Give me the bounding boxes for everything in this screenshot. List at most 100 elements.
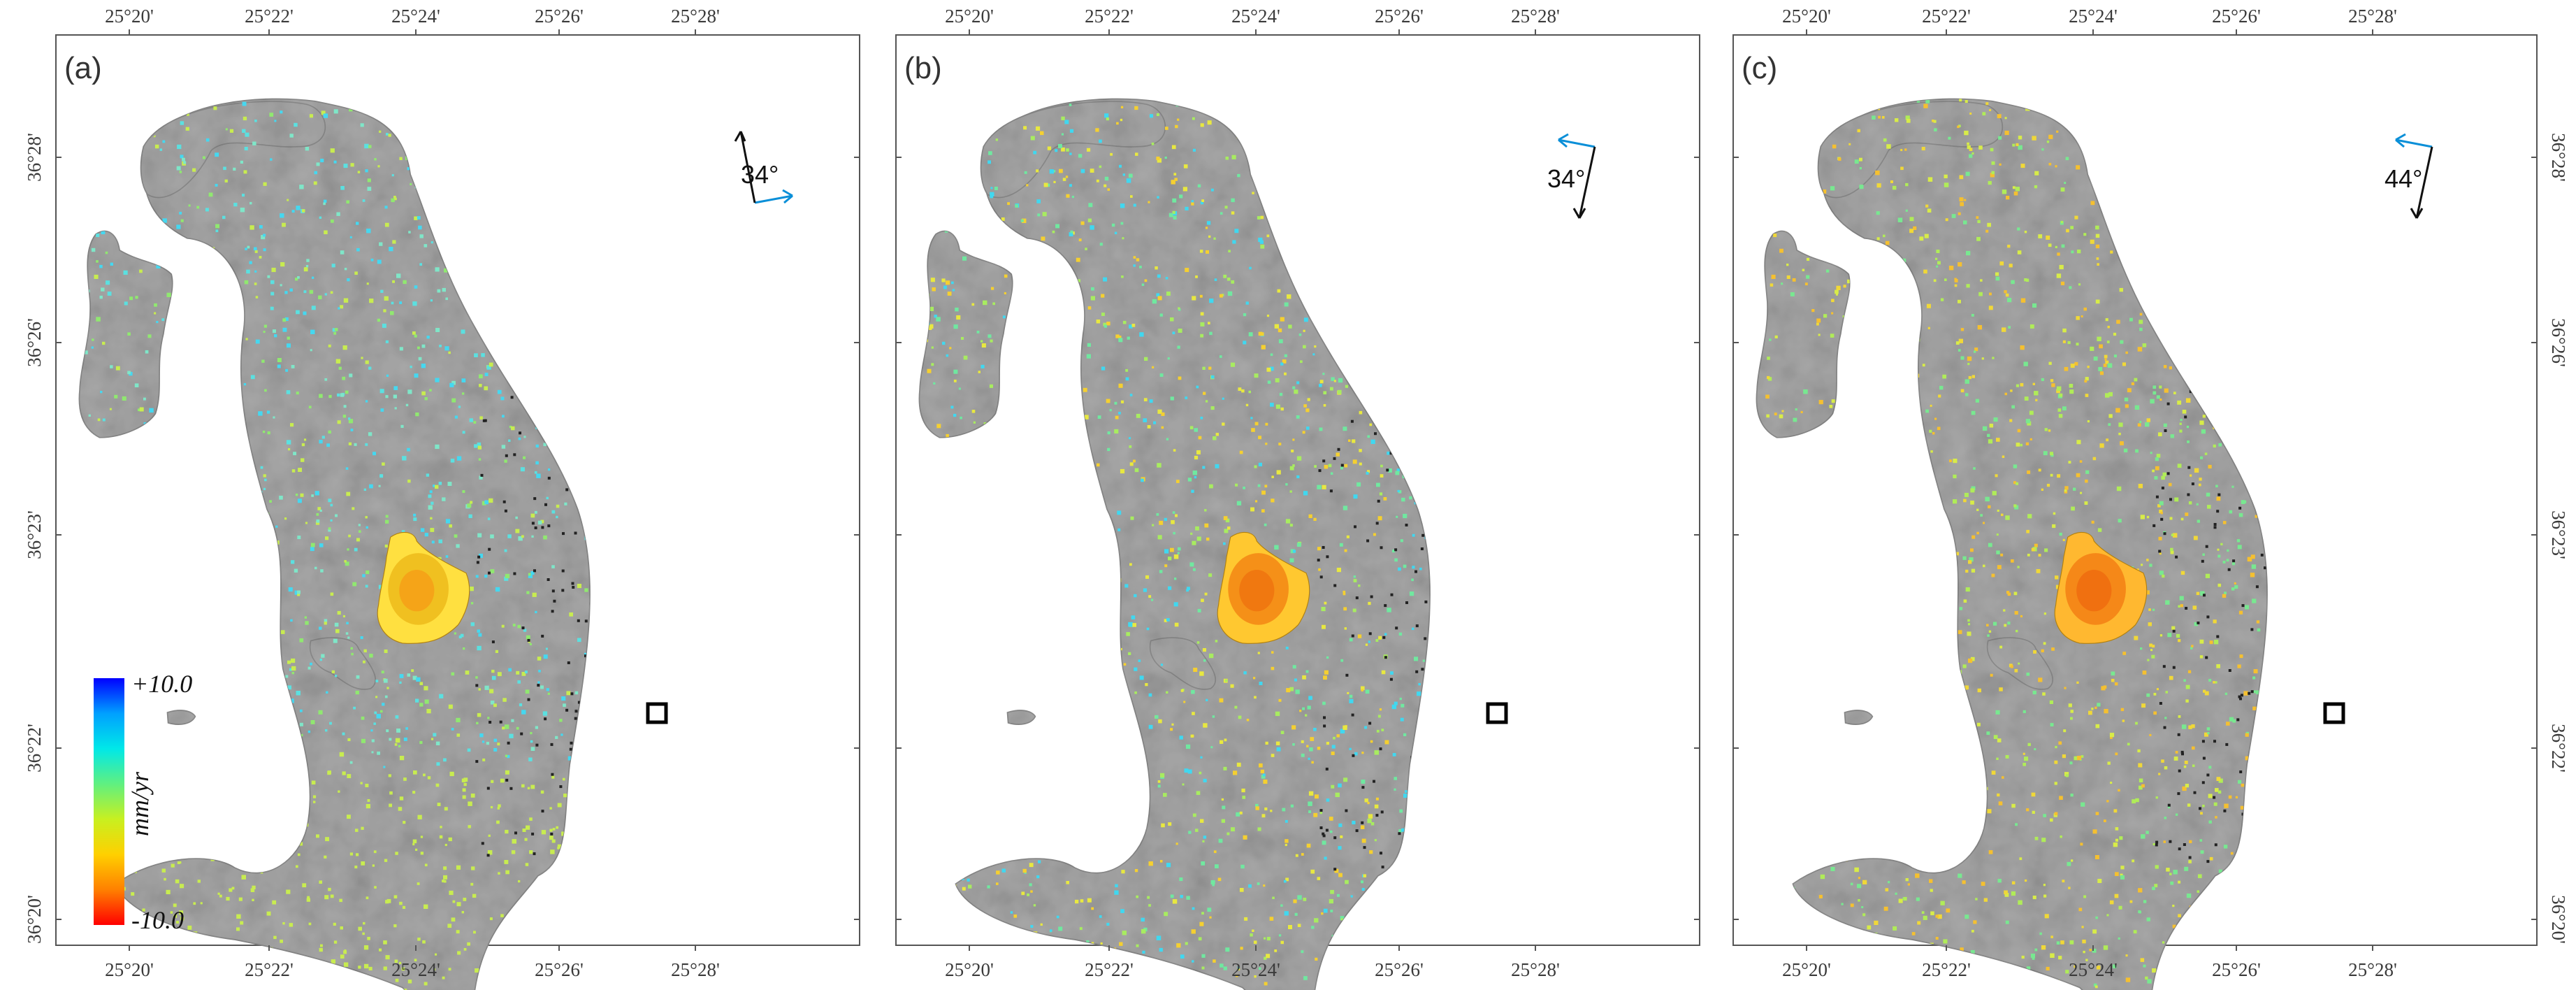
velocity-point — [179, 211, 182, 215]
velocity-point — [385, 340, 389, 343]
velocity-point — [512, 624, 516, 626]
velocity-point — [1243, 671, 1247, 675]
velocity-point — [1286, 688, 1291, 693]
velocity-point — [325, 837, 329, 842]
velocity-point — [467, 503, 472, 508]
velocity-point — [259, 256, 262, 259]
velocity-point — [504, 459, 507, 463]
dark-point — [513, 572, 516, 575]
velocity-point — [1237, 173, 1240, 178]
velocity-point — [107, 292, 112, 296]
velocity-point — [311, 306, 316, 310]
velocity-point — [1120, 468, 1125, 474]
velocity-point — [541, 830, 547, 835]
velocity-point — [551, 839, 556, 843]
velocity-point — [410, 183, 412, 185]
velocity-point — [1387, 451, 1390, 455]
velocity-point — [1374, 839, 1377, 842]
dark-point — [541, 526, 544, 529]
velocity-point — [491, 669, 495, 673]
velocity-point — [1091, 907, 1094, 910]
velocity-point — [744, 963, 747, 966]
velocity-point — [448, 351, 451, 354]
velocity-point — [363, 488, 366, 491]
velocity-point — [304, 616, 307, 619]
main-island — [115, 98, 591, 990]
velocity-point — [412, 675, 417, 680]
velocity-point — [1368, 814, 1373, 819]
velocity-point — [1414, 657, 1419, 661]
velocity-point — [1291, 450, 1294, 453]
dark-point — [480, 473, 484, 477]
velocity-point — [525, 689, 530, 694]
velocity-point — [316, 834, 319, 838]
velocity-point — [1349, 747, 1352, 750]
velocity-point — [1119, 942, 1123, 946]
velocity-point — [1104, 113, 1109, 118]
velocity-point — [485, 964, 489, 968]
velocity-point — [238, 961, 243, 966]
dark-point — [544, 717, 547, 721]
velocity-point — [1040, 923, 1043, 926]
velocity-point — [1257, 484, 1261, 487]
velocity-point — [316, 513, 319, 516]
velocity-point — [560, 733, 563, 736]
velocity-point — [540, 519, 544, 524]
velocity-point — [435, 953, 437, 956]
velocity-point — [87, 985, 90, 989]
velocity-point — [340, 393, 345, 397]
velocity-point — [1104, 184, 1107, 187]
velocity-point — [1128, 622, 1133, 627]
velocity-point — [1394, 777, 1397, 780]
velocity-point — [1259, 967, 1261, 970]
velocity-point — [1223, 542, 1226, 545]
dark-point — [574, 531, 577, 535]
velocity-point — [1303, 317, 1308, 322]
velocity-point — [362, 574, 366, 578]
velocity-point — [1384, 633, 1387, 636]
velocity-point — [1352, 459, 1357, 464]
velocity-point — [363, 921, 366, 925]
velocity-point — [1308, 514, 1312, 518]
velocity-point — [308, 922, 312, 926]
velocity-point — [1135, 152, 1138, 156]
velocity-point — [534, 510, 537, 514]
velocity-point — [644, 961, 646, 964]
velocity-point — [950, 406, 954, 409]
velocity-point — [1411, 947, 1416, 952]
velocity-point — [424, 699, 429, 704]
volcano-core — [399, 570, 435, 612]
velocity-point — [934, 315, 937, 318]
velocity-point — [498, 804, 501, 808]
velocity-point — [173, 949, 176, 953]
velocity-point — [335, 514, 338, 517]
velocity-point — [342, 345, 347, 350]
velocity-point — [1220, 740, 1224, 744]
y-tick-label-left: 36°22' — [24, 724, 45, 773]
velocity-point — [127, 332, 131, 336]
velocity-point — [193, 902, 196, 905]
velocity-point — [1433, 945, 1437, 949]
velocity-point — [291, 469, 296, 473]
velocity-point — [1210, 880, 1215, 884]
velocity-point — [1027, 980, 1030, 983]
velocity-point — [1188, 985, 1192, 989]
velocity-point — [490, 806, 493, 809]
velocity-point — [927, 368, 932, 373]
velocity-point — [1134, 667, 1138, 671]
velocity-point — [1084, 415, 1089, 419]
velocity-point — [357, 171, 361, 173]
velocity-point — [486, 365, 491, 370]
velocity-point — [145, 982, 148, 984]
velocity-point — [1324, 601, 1327, 605]
velocity-point — [1117, 510, 1122, 515]
velocity-point — [1099, 165, 1102, 168]
velocity-point — [1250, 417, 1253, 419]
velocity-point — [345, 561, 349, 566]
dark-point — [491, 640, 495, 644]
velocity-point — [176, 921, 179, 924]
velocity-point — [1201, 912, 1204, 915]
velocity-point — [374, 711, 377, 715]
velocity-point — [254, 282, 257, 285]
velocity-point — [326, 969, 331, 973]
